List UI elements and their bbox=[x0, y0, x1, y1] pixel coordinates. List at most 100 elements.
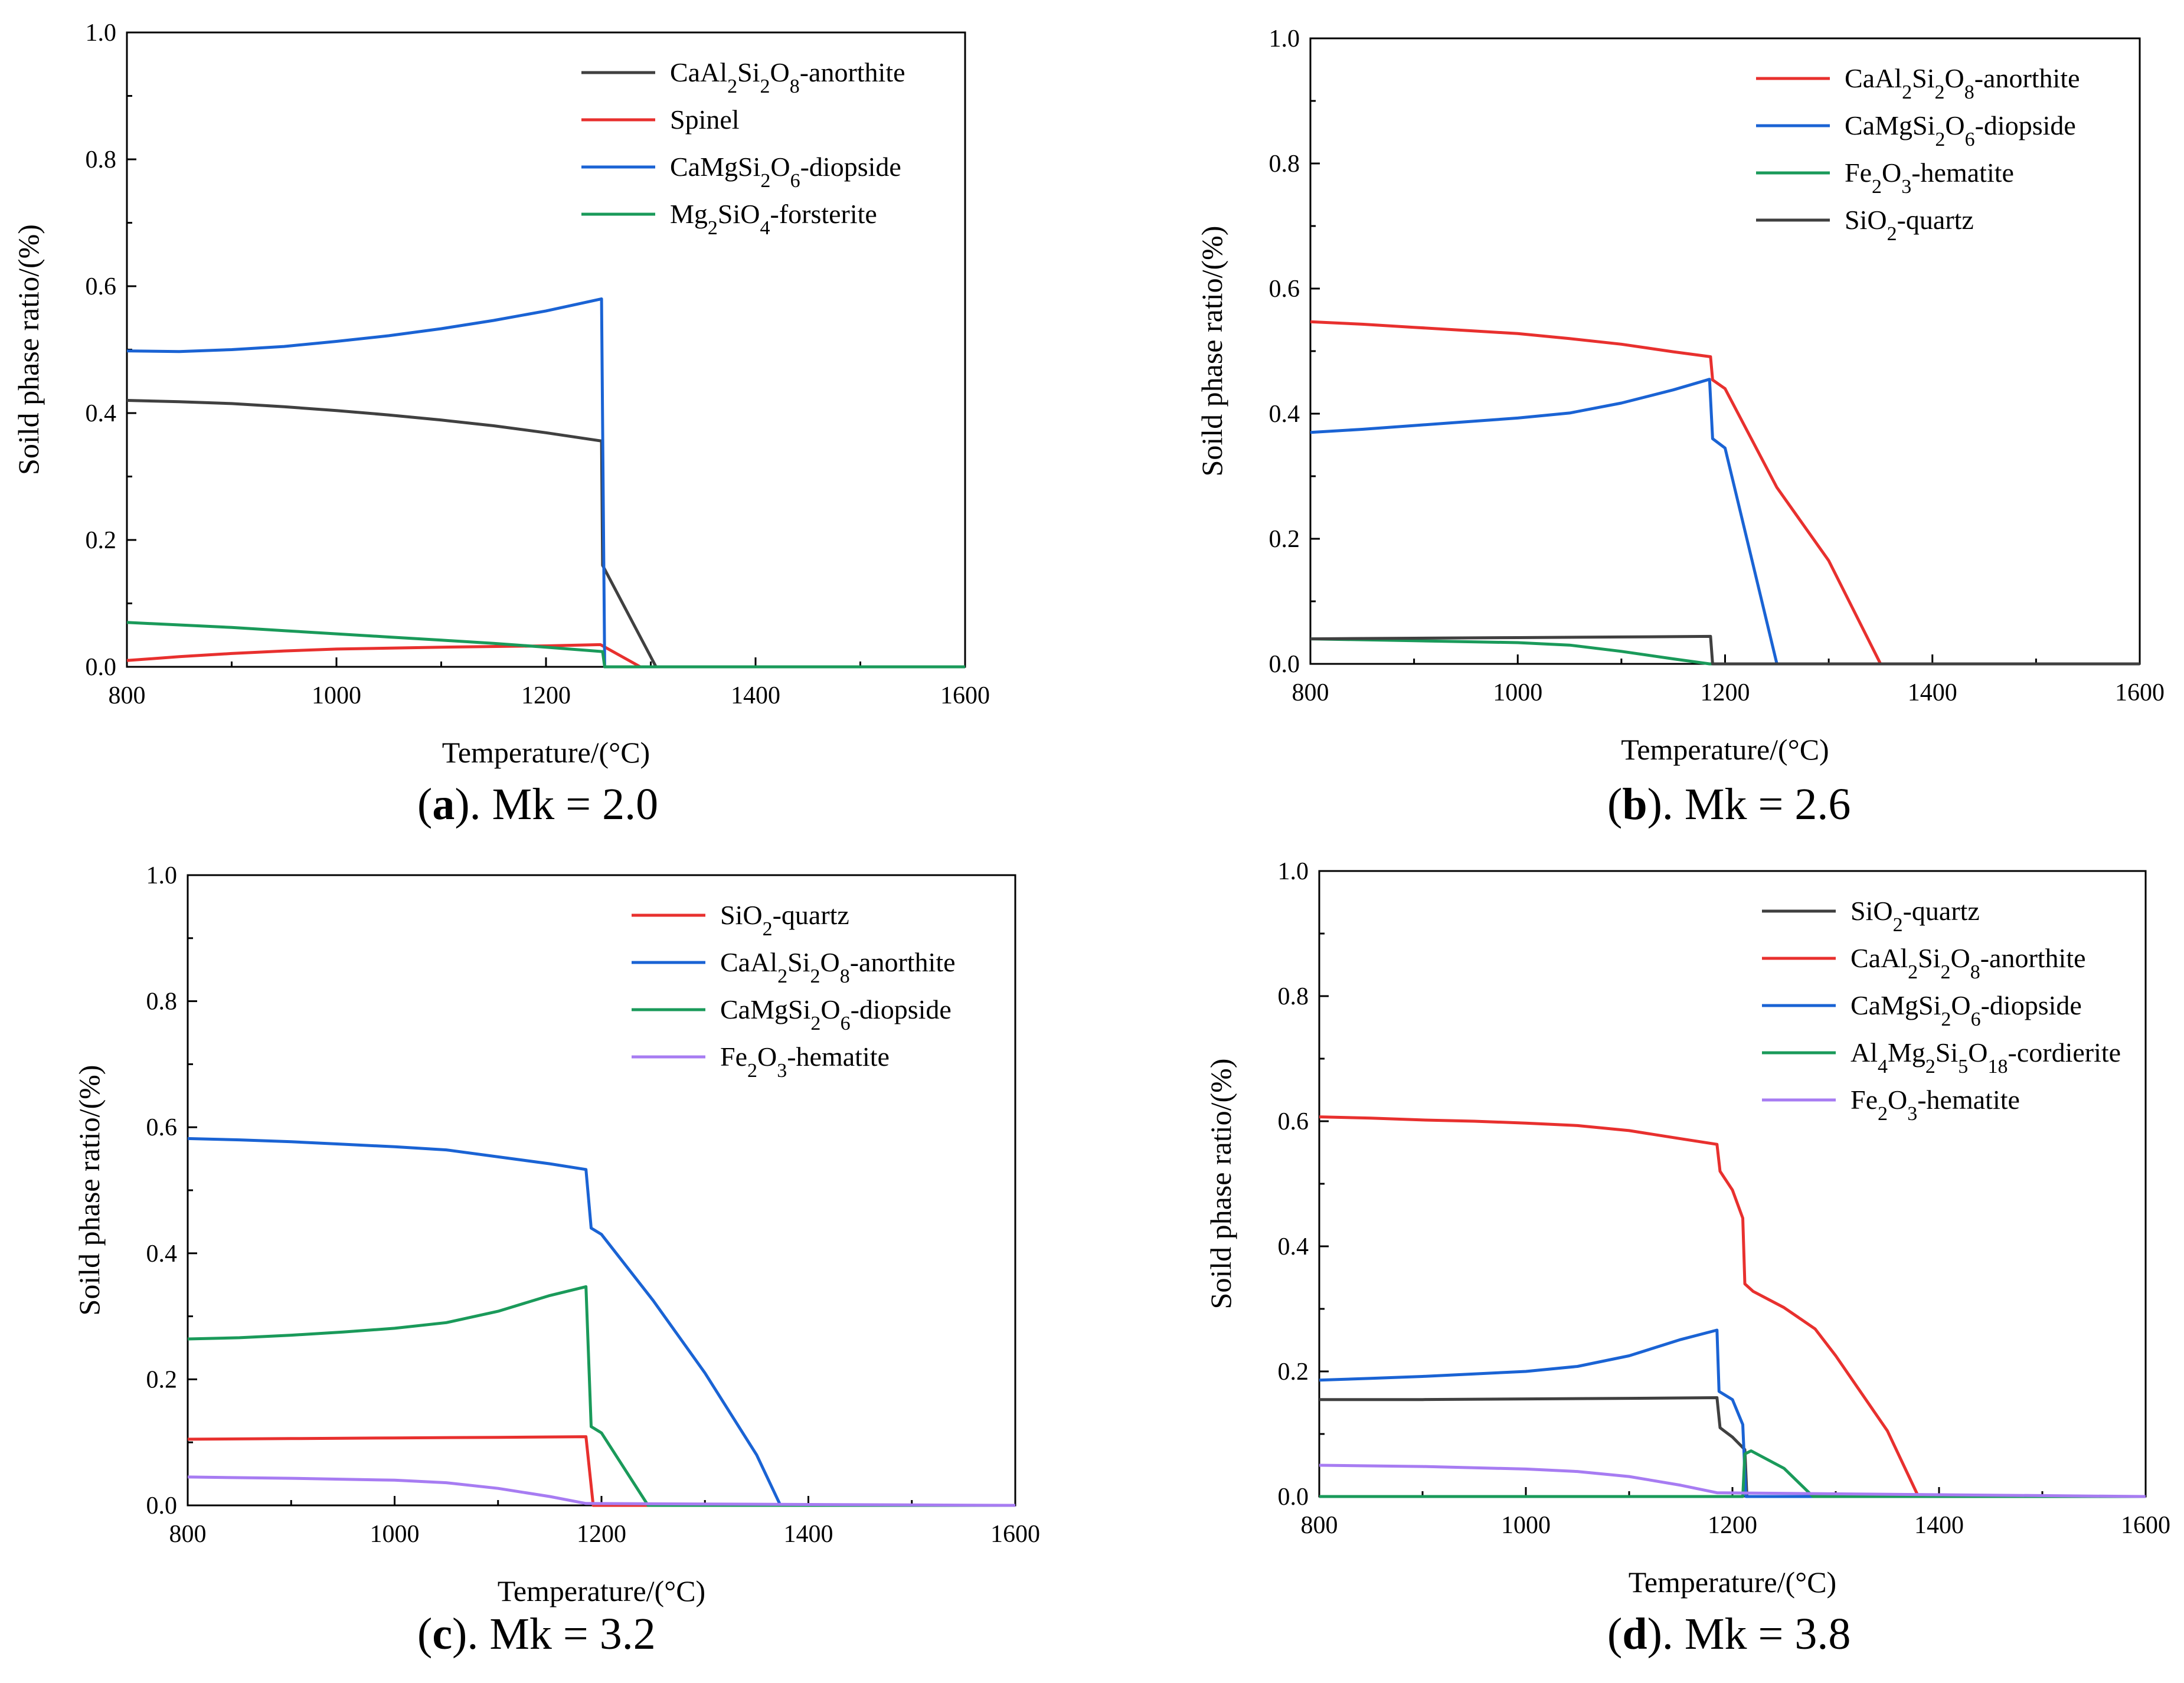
y-axis-label: Soild phase ratio/(%) bbox=[12, 224, 45, 475]
y-tick-label: 0.2 bbox=[146, 1366, 178, 1393]
x-tick-label: 1000 bbox=[1493, 679, 1542, 706]
x-tick-label: 1600 bbox=[2121, 1512, 2170, 1539]
x-tick-label: 1200 bbox=[577, 1521, 626, 1548]
x-tick-label: 1600 bbox=[2115, 679, 2165, 706]
caption-text: . Mk = 3.8 bbox=[1662, 1609, 1851, 1659]
chart-svg-d: 800 1000 1200 1400 1600 0.0 0.2 0.4 0.6 0.8 1.0 Tem… bbox=[1204, 858, 2170, 1599]
y-tick-label: 1.0 bbox=[1269, 25, 1300, 53]
y-axis-label: Soild phase ratio/(%) bbox=[1204, 1059, 1237, 1309]
x-axis-label: Temperature/(°C) bbox=[498, 1574, 705, 1607]
y-tick-label: 0.0 bbox=[86, 654, 117, 681]
chart-panel-a: 800 1000 1200 1400 1600 0.0 0.2 0.4 0.6 0.8 1.0 Tem… bbox=[0, 0, 1092, 841]
x-tick-label: 1200 bbox=[1708, 1512, 1757, 1539]
legend-label: CaMgSi2O6-diopside bbox=[720, 994, 952, 1034]
x-axis-label: Temperature/(°C) bbox=[1629, 1566, 1836, 1599]
x-tick-label: 1400 bbox=[731, 682, 780, 709]
legend-label: SiO2-quartz bbox=[1850, 896, 1980, 936]
x-tick-label: 800 bbox=[109, 682, 146, 709]
y-tick-label: 1.0 bbox=[1278, 858, 1309, 885]
y-tick-label: 0.6 bbox=[86, 273, 117, 300]
legend-label: Spinel bbox=[670, 104, 740, 135]
y-tick-label: 0.0 bbox=[1278, 1484, 1309, 1511]
x-tick-label: 1400 bbox=[784, 1521, 833, 1548]
x-tick-label: 1000 bbox=[370, 1521, 420, 1548]
y-tick-label: 0.2 bbox=[1278, 1358, 1309, 1386]
caption-b: (b). Mk = 2.6 bbox=[1607, 780, 1851, 829]
caption-letter: d bbox=[1622, 1609, 1647, 1659]
series-line-4 bbox=[126, 621, 965, 669]
x-tick-label: 1400 bbox=[1914, 1512, 1964, 1539]
caption-text: . Mk = 3.2 bbox=[467, 1609, 656, 1659]
series-line-1 bbox=[126, 399, 965, 669]
legend-label: Fe2O3-hematite bbox=[720, 1042, 890, 1082]
y-tick-label: 0.8 bbox=[1269, 150, 1300, 178]
caption-letter: c bbox=[432, 1609, 453, 1659]
series-line-3 bbox=[1310, 637, 2140, 666]
y-tick-label: 1.0 bbox=[86, 19, 117, 47]
legend-label: CaAl2Si2O8-anorthite bbox=[1845, 63, 2080, 103]
y-tick-label: 0.2 bbox=[86, 527, 117, 554]
legend-label: Fe2O3-hematite bbox=[1850, 1085, 2020, 1125]
caption-c: (c). Mk = 3.2 bbox=[417, 1609, 656, 1659]
legend-label: CaMgSi2O6-diopside bbox=[1850, 990, 2082, 1030]
y-tick-label: 0.4 bbox=[1269, 401, 1300, 428]
x-tick-label: 800 bbox=[1301, 1512, 1338, 1539]
y-tick-label: 0.6 bbox=[1269, 276, 1300, 303]
y-tick-label: 0.4 bbox=[86, 400, 117, 427]
y-tick-label: 1.0 bbox=[146, 862, 178, 889]
y-tick-label: 0.4 bbox=[146, 1240, 178, 1268]
x-tick-label: 1400 bbox=[1908, 679, 1957, 706]
series-line-3 bbox=[187, 1285, 1015, 1507]
chart-panel-b: 800 1000 1200 1400 1600 0.0 0.2 0.4 0.6 0.8 1.0 Tem… bbox=[1092, 0, 2184, 841]
caption-d: (d). Mk = 3.8 bbox=[1607, 1609, 1851, 1659]
series-line-3 bbox=[126, 297, 965, 669]
caption-letter: a bbox=[432, 780, 455, 829]
legend-label: Al4Mg2Si5O18-cordierite bbox=[1850, 1037, 2121, 1078]
chart-panel-d: 800 1000 1200 1400 1600 0.0 0.2 0.4 0.6 0.8 1.0 Tem… bbox=[1092, 841, 2184, 1683]
series-line-2 bbox=[126, 643, 965, 669]
series-line-2 bbox=[187, 1137, 1015, 1507]
legend-label: Fe2O3-hematite bbox=[1845, 158, 2014, 198]
series-line-1 bbox=[187, 1435, 1015, 1507]
caption-a: (a). Mk = 2.0 bbox=[417, 780, 659, 829]
series-line-4 bbox=[187, 1475, 1016, 1507]
series-line-5 bbox=[1319, 1463, 2146, 1498]
legend-label: CaAl2Si2O8-anorthite bbox=[1850, 943, 2086, 983]
chart-svg-b: 800 1000 1200 1400 1600 0.0 0.2 0.4 0.6 0.8 1.0 Tem… bbox=[1195, 25, 2165, 766]
chart-panel-c: 800 1000 1200 1400 1600 0.0 0.2 0.4 0.6 0.8 1.0 Tem… bbox=[0, 841, 1092, 1683]
series-line-4 bbox=[1319, 1449, 2146, 1498]
series-line-1 bbox=[1310, 320, 2140, 666]
caption-text: . Mk = 2.6 bbox=[1662, 780, 1851, 829]
x-tick-label: 800 bbox=[169, 1521, 207, 1548]
y-tick-label: 0.2 bbox=[1269, 526, 1300, 553]
y-tick-label: 0.8 bbox=[86, 146, 117, 173]
x-tick-label: 1600 bbox=[940, 682, 990, 709]
x-tick-label: 1600 bbox=[990, 1521, 1040, 1548]
y-axis-label: Soild phase ratio/(%) bbox=[1195, 226, 1228, 477]
x-tick-label: 1000 bbox=[1501, 1512, 1551, 1539]
x-tick-label: 800 bbox=[1292, 679, 1329, 706]
legend-label: SiO2-quartz bbox=[720, 900, 849, 940]
x-tick-label: 1200 bbox=[1701, 679, 1750, 706]
legend-label: SiO2-quartz bbox=[1845, 205, 1974, 245]
legend-label: CaMgSi2O6-diopside bbox=[670, 152, 901, 192]
y-tick-label: 0.8 bbox=[146, 988, 178, 1016]
series-line-2 bbox=[1310, 378, 2140, 666]
y-tick-label: 0.0 bbox=[1269, 651, 1300, 678]
legend-label: CaAl2Si2O8-anorthite bbox=[720, 947, 956, 987]
series-line-1 bbox=[1319, 1396, 2146, 1498]
x-axis-label: Temperature/(°C) bbox=[1621, 733, 1829, 766]
series-line-4 bbox=[1310, 634, 2140, 666]
legend-label: Mg2SiO4-forsterite bbox=[670, 199, 877, 239]
x-axis-label: Temperature/(°C) bbox=[442, 736, 650, 769]
caption-letter: b bbox=[1622, 780, 1647, 829]
y-tick-label: 0.8 bbox=[1278, 983, 1309, 1010]
y-axis-label: Soild phase ratio/(%) bbox=[73, 1065, 106, 1316]
chart-svg-a: 800 1000 1200 1400 1600 0.0 0.2 0.4 0.6 0.8 1.0 Tem… bbox=[12, 19, 990, 769]
y-tick-label: 0.6 bbox=[146, 1114, 178, 1141]
legend-label: CaAl2Si2O8-anorthite bbox=[670, 57, 905, 97]
chart-svg-c: 800 1000 1200 1400 1600 0.0 0.2 0.4 0.6 0.8 1.0 Tem… bbox=[73, 862, 1040, 1607]
caption-text: . Mk = 2.0 bbox=[469, 780, 659, 829]
y-tick-label: 0.4 bbox=[1278, 1233, 1309, 1260]
x-tick-label: 1000 bbox=[312, 682, 361, 709]
